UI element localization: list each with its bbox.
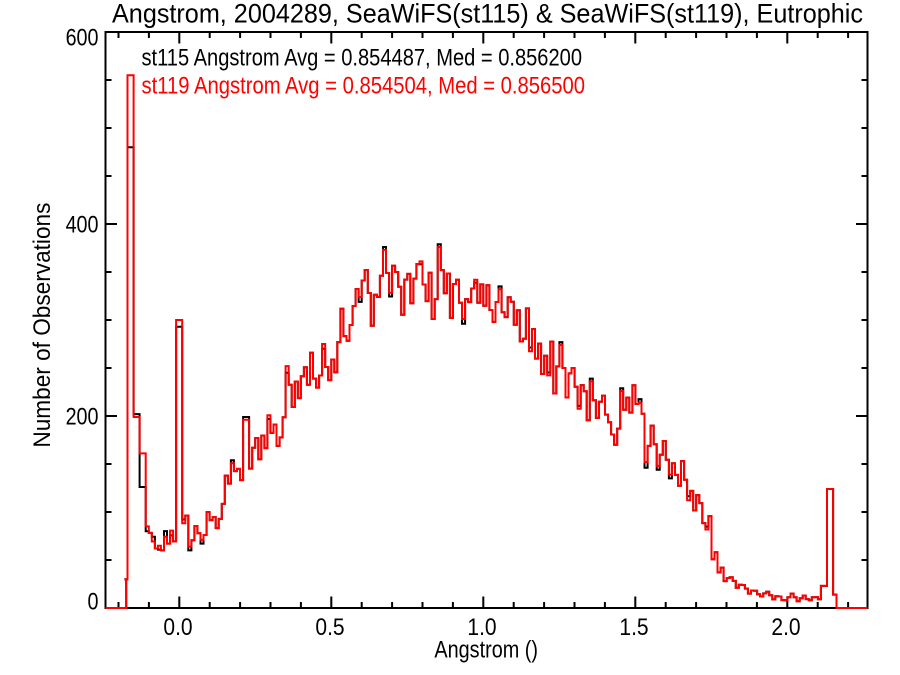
- svg-text:600: 600: [66, 26, 99, 52]
- svg-text:400: 400: [66, 212, 99, 238]
- svg-text:Angstrom, 2004289, SeaWiFS(st1: Angstrom, 2004289, SeaWiFS(st115) & SeaW…: [112, 0, 863, 29]
- svg-text:st115 Angstrom Avg = 0.854487,: st115 Angstrom Avg = 0.854487, Med = 0.8…: [142, 45, 583, 72]
- svg-text:0.5: 0.5: [315, 615, 344, 641]
- svg-text:st119 Angstrom Avg = 0.854504,: st119 Angstrom Avg = 0.854504, Med = 0.8…: [142, 73, 586, 100]
- svg-text:0.0: 0.0: [163, 615, 192, 641]
- svg-text:2.0: 2.0: [771, 615, 800, 641]
- svg-text:0: 0: [88, 589, 99, 615]
- svg-text:200: 200: [66, 404, 99, 430]
- svg-text:Number of Observations: Number of Observations: [29, 203, 56, 448]
- svg-text:Angstrom (): Angstrom (): [434, 637, 538, 664]
- svg-text:1.0: 1.0: [467, 615, 496, 641]
- svg-text:1.5: 1.5: [619, 615, 648, 641]
